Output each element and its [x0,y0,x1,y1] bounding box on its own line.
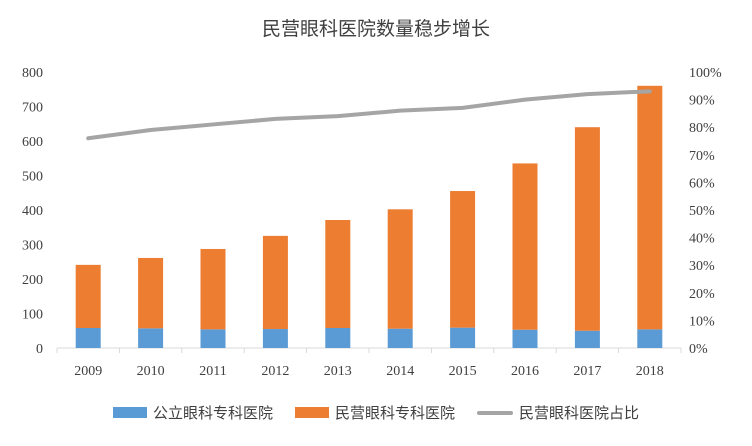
y-left-tick-label: 300 [22,239,43,254]
legend: 公立眼科专科医院 民营眼科专科医院 民营眼科医院占比 [0,402,752,423]
y-right-tick-label: 90% [689,94,715,109]
y-right-tick-label: 0% [689,342,708,357]
bar-private [387,209,413,329]
x-tick-label: 2010 [137,364,165,379]
y-left-tick-label: 400 [22,204,43,219]
x-tick-label: 2009 [74,364,102,379]
bar-public [387,328,413,348]
y-right-tick-label: 70% [689,149,715,164]
bar-private [450,191,476,328]
legend-label-private: 民营眼科专科医院 [334,404,455,422]
x-tick-label: 2015 [449,364,477,379]
y-left-tick-label: 700 [22,101,43,116]
legend-label-public: 公立眼科专科医院 [152,404,273,422]
y-left-tick-label: 600 [22,135,43,150]
legend-item-private: 民营眼科专科医院 [294,402,455,423]
bar-private [512,163,538,330]
x-tick-label: 2016 [511,364,539,379]
bar-public [200,329,226,348]
chart-title: 民营眼科医院数量稳步增长 [261,18,490,40]
x-tick-label: 2017 [573,364,601,379]
y-right-tick-label: 80% [689,121,715,136]
y-left-tick-label: 500 [22,170,43,185]
bar-public [450,327,476,348]
bar-private [637,85,663,330]
bar-public [138,328,164,348]
y-left-tick-label: 0 [36,342,43,357]
x-tick-label: 2014 [386,364,414,379]
bar-public [637,329,663,348]
bar-private [262,235,288,330]
x-tick-label: 2012 [261,364,289,379]
y-right-tick-label: 10% [689,314,715,329]
y-right-tick-label: 50% [689,204,715,219]
y-right-tick-label: 100% [689,66,722,81]
chart-plot: 0 100 200 300 400 500 600 700 800 0% 10% 20% 30% 40% 5… [22,66,722,379]
x-tick-label: 2013 [324,364,352,379]
bar-public [325,327,351,348]
y-right-tick-label: 20% [689,287,715,302]
bar-public [75,327,101,348]
y-left-tick-label: 100 [22,308,43,323]
x-tick-label: 2018 [636,364,664,379]
x-tick-label: 2011 [199,364,226,379]
bar-private [200,248,226,330]
bar-public [574,330,600,348]
y-right-tick-label: 60% [689,176,715,191]
bar-private [75,264,101,328]
legend-label-share: 民营眼科医院占比 [519,404,640,422]
bar-public [262,329,288,348]
bar-public [512,329,538,348]
bar-private [325,220,351,328]
bar-private [574,127,600,331]
y-right-tick-label: 40% [689,232,715,247]
y-right-tick-label: 30% [689,259,715,274]
bar-private [138,257,164,329]
y-left-tick-label: 800 [22,66,43,81]
legend-swatch-share [477,410,513,415]
line-share [86,89,652,141]
legend-item-public: 公立眼科专科医院 [112,402,273,423]
legend-swatch-public [112,407,147,418]
legend-item-share: 民营眼科医院占比 [477,402,639,423]
y-left-tick-label: 200 [22,273,43,288]
legend-swatch-private [294,407,329,418]
